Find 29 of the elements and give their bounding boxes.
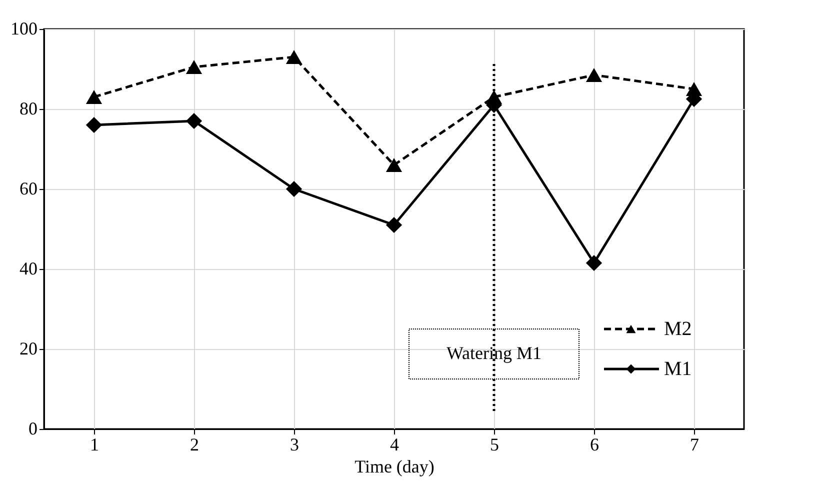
x-tick-label: 5 [490,434,499,454]
x-axis-title: Time (day) [354,456,434,476]
y-tick-label: 40 [20,258,38,278]
point [586,68,602,82]
point [86,90,102,104]
point [386,158,402,172]
y-tick-label: 60 [20,178,38,198]
x-tick-label: 4 [390,434,399,454]
x-tick-label: 3 [290,434,299,454]
x-tick-label: 2 [190,434,199,454]
x-tick-label: 7 [690,434,699,454]
point [486,90,502,104]
legend-label: M1 [664,358,692,380]
ref-line-label: Watering M1 [446,343,542,363]
point [286,180,302,198]
x-tick-label: 6 [590,434,599,454]
y-tick-label: 80 [20,98,38,118]
point [586,254,602,272]
point [186,112,202,130]
y-tick-label: 20 [20,338,38,358]
point [386,216,402,234]
x-tick-label: 1 [90,434,99,454]
y-tick-label: 0 [28,418,38,438]
point [286,50,302,64]
point [86,116,102,134]
y-tick-label: 100 [10,18,38,38]
legend-label: M2 [664,318,692,340]
point [686,82,702,96]
point [186,60,202,74]
